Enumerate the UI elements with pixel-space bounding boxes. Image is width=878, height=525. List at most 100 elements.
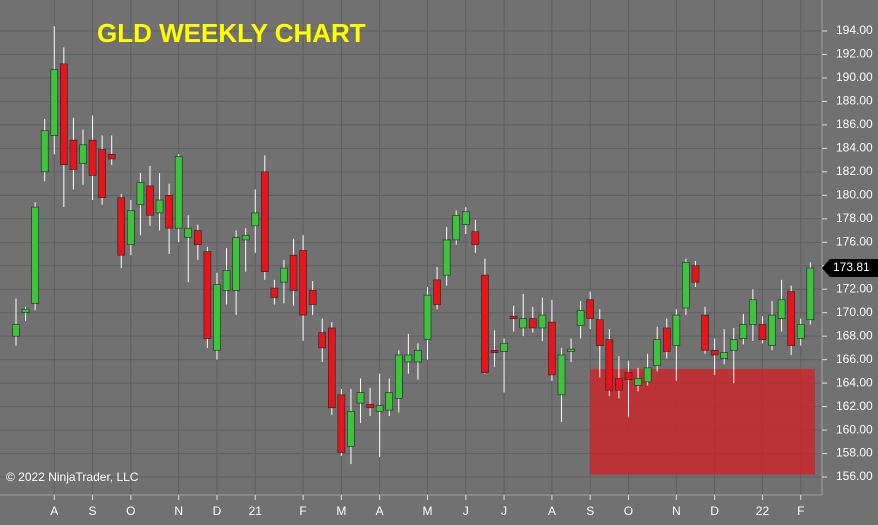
candle-body bbox=[40, 130, 49, 173]
candle-body bbox=[328, 327, 336, 409]
y-tick-label: 186.00 bbox=[836, 117, 873, 131]
candle-body bbox=[653, 339, 661, 366]
candle-body bbox=[758, 324, 767, 341]
candle-body bbox=[729, 339, 738, 351]
x-tick-label: J bbox=[463, 504, 469, 518]
candle-body bbox=[136, 182, 145, 206]
candle-body bbox=[500, 342, 508, 352]
last-price-label: 173.81 bbox=[833, 260, 870, 274]
x-tick-label: A bbox=[50, 504, 58, 518]
candle-body bbox=[567, 348, 575, 352]
candle-body bbox=[538, 314, 547, 329]
candle-body bbox=[88, 139, 97, 176]
candle-body bbox=[69, 139, 78, 170]
y-tick-label: 162.00 bbox=[836, 399, 873, 413]
x-tick-label: M bbox=[423, 504, 433, 518]
y-tick-label: 178.00 bbox=[836, 211, 873, 225]
candle-body bbox=[79, 144, 87, 164]
candle-body bbox=[241, 234, 250, 241]
candle-body bbox=[749, 299, 757, 325]
candle-body bbox=[347, 411, 355, 447]
candle-body bbox=[796, 324, 805, 339]
candle-body bbox=[50, 69, 59, 136]
y-tick-label: 176.00 bbox=[836, 234, 873, 248]
x-tick-label: D bbox=[213, 504, 222, 518]
y-tick-label: 172.00 bbox=[836, 281, 873, 295]
candle-body bbox=[595, 319, 604, 346]
candle-body bbox=[366, 403, 374, 409]
candle-body bbox=[739, 324, 748, 339]
y-tick-label: 180.00 bbox=[836, 187, 873, 201]
candle-body bbox=[127, 210, 135, 245]
candle-body bbox=[404, 354, 413, 363]
candle-body bbox=[710, 349, 719, 356]
candle-body bbox=[461, 211, 470, 225]
candle-body bbox=[672, 314, 681, 346]
x-tick-label: F bbox=[299, 504, 306, 518]
x-tick-label: F bbox=[797, 504, 804, 518]
copyright: © 2022 NinjaTrader, LLC bbox=[6, 470, 139, 484]
candle-body bbox=[60, 63, 68, 166]
candle-body bbox=[174, 156, 183, 229]
chart-title: GLD WEEKLY CHART bbox=[97, 18, 366, 48]
candle-body bbox=[12, 324, 20, 337]
candle-body bbox=[414, 349, 422, 363]
candle-body bbox=[375, 405, 384, 412]
candle-body bbox=[806, 267, 815, 321]
candle-body bbox=[356, 392, 365, 404]
candle-body bbox=[768, 314, 776, 346]
candle-body bbox=[289, 254, 298, 291]
candle-body bbox=[615, 378, 623, 391]
candle-body bbox=[586, 299, 595, 319]
candle-body bbox=[452, 214, 461, 241]
support-zone bbox=[590, 369, 815, 475]
candle-body bbox=[509, 315, 518, 319]
candle-body bbox=[519, 318, 528, 329]
axes: 156.00 158.00 160.00 162.00 164.00 166.00 168.… bbox=[50, 23, 878, 518]
x-tick-label: 22 bbox=[756, 504, 770, 518]
candle-body bbox=[777, 299, 786, 319]
x-tick-label: J bbox=[501, 504, 507, 518]
x-tick-label: N bbox=[174, 504, 183, 518]
candle-body bbox=[634, 378, 642, 386]
candle-body bbox=[232, 237, 240, 291]
candle-body bbox=[270, 287, 279, 298]
x-tick-label: S bbox=[89, 504, 97, 518]
candle-body bbox=[251, 212, 260, 227]
x-tick-label: A bbox=[548, 504, 556, 518]
x-tick-label: M bbox=[336, 504, 346, 518]
candle-body bbox=[155, 199, 164, 214]
y-tick-label: 188.00 bbox=[836, 94, 873, 108]
candle-body bbox=[557, 354, 566, 396]
x-tick-label: O bbox=[624, 504, 633, 518]
x-tick-label: D bbox=[710, 504, 719, 518]
candle-body bbox=[691, 265, 700, 283]
candle-body bbox=[194, 230, 202, 245]
candle-body bbox=[423, 294, 432, 341]
candle-body bbox=[308, 290, 317, 305]
candle-body bbox=[21, 308, 30, 314]
y-tick-label: 192.00 bbox=[836, 47, 873, 61]
candle-body bbox=[490, 349, 499, 353]
x-tick-label: S bbox=[586, 504, 594, 518]
candle-body bbox=[98, 149, 106, 198]
x-tick-label: O bbox=[126, 504, 135, 518]
candle-body bbox=[31, 206, 39, 304]
candle-body bbox=[548, 321, 556, 376]
candle-body bbox=[146, 185, 154, 216]
candles bbox=[12, 26, 815, 465]
candle-body bbox=[442, 239, 451, 276]
y-tick-label: 184.00 bbox=[836, 141, 873, 155]
candle-body bbox=[701, 314, 709, 351]
y-tick-label: 168.00 bbox=[836, 328, 873, 342]
candle-body bbox=[222, 270, 231, 291]
y-tick-label: 194.00 bbox=[836, 23, 873, 37]
candle-body bbox=[280, 267, 288, 283]
candle-body bbox=[117, 197, 126, 256]
candle-body bbox=[605, 339, 614, 391]
candle-body bbox=[184, 227, 193, 238]
candle-body bbox=[643, 367, 652, 383]
candle-body bbox=[662, 327, 671, 352]
candle-body bbox=[213, 284, 221, 351]
